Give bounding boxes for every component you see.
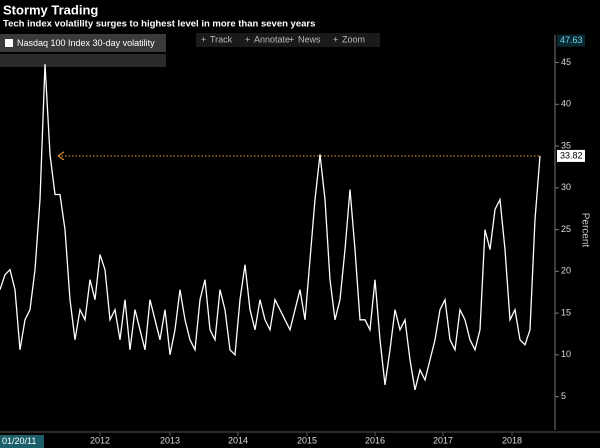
toolbar-item[interactable]: News	[298, 34, 321, 44]
y-tick-label: 35	[561, 140, 571, 150]
max-value-label: 47.63	[560, 35, 583, 45]
max-value-box	[557, 34, 585, 47]
last-value-box	[557, 149, 585, 162]
x-tick-label: 2016	[365, 435, 385, 445]
toolbar	[196, 33, 380, 47]
x-tick-label: 2018	[502, 435, 522, 445]
toolbar-icon: +	[245, 34, 250, 44]
y-axis-label: Percent	[579, 213, 590, 248]
x-tick-label: 2013	[160, 435, 180, 445]
series-line	[0, 64, 541, 391]
chart-title: Stormy Trading	[3, 2, 98, 17]
start-date: 01/20/11	[2, 436, 36, 446]
x-tick-label: 2015	[297, 435, 317, 445]
legend-label: Nasdaq 100 Index 30-day volatility	[17, 38, 155, 48]
toolbar-item[interactable]: Zoom	[342, 34, 365, 44]
toolbar-item[interactable]: Track	[210, 34, 233, 44]
y-tick-label: 25	[561, 224, 571, 234]
x-tick-label: 2012	[90, 435, 110, 445]
y-tick-label: 30	[561, 182, 571, 192]
y-tick-label: 5	[561, 391, 566, 401]
y-tick-label: 20	[561, 266, 571, 276]
toolbar-icon: +	[289, 34, 294, 44]
start-date-box	[0, 435, 44, 448]
toolbar-icon: +	[201, 34, 206, 44]
chart-subtitle: Tech index volatility surges to highest …	[3, 19, 315, 30]
y-tick-label: 10	[561, 349, 571, 359]
y-tick-label: 40	[561, 99, 571, 109]
reference-arrow	[57, 151, 65, 161]
legend-tools	[0, 54, 166, 67]
last-value-label: 33.82	[560, 150, 583, 160]
x-tick-label: 2017	[433, 435, 453, 445]
x-tick-label: 2014	[228, 435, 248, 445]
legend-swatch	[5, 39, 13, 47]
y-tick-label: 45	[561, 57, 571, 67]
y-tick-label: 15	[561, 307, 571, 317]
legend-box	[0, 34, 166, 52]
toolbar-item[interactable]: Annotate	[254, 34, 290, 44]
toolbar-icon: +	[333, 34, 338, 44]
